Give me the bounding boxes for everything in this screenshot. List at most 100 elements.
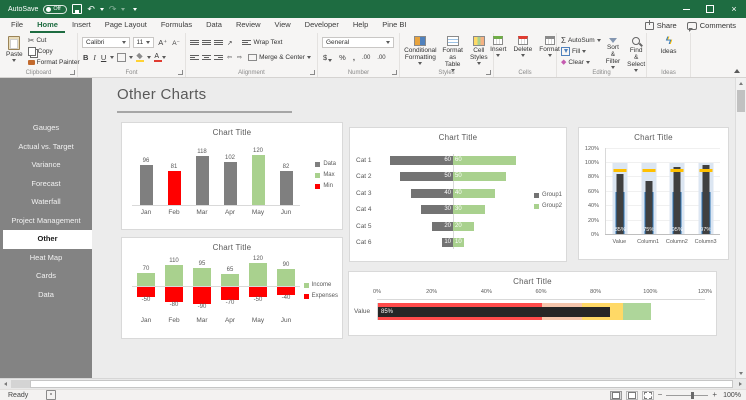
tab-developer[interactable]: Developer — [304, 20, 339, 29]
restore-button[interactable] — [698, 0, 722, 18]
tab-page-layout[interactable]: Page Layout — [104, 20, 147, 29]
save-icon[interactable] — [72, 4, 83, 14]
fill-color-icon[interactable] — [136, 54, 145, 62]
sidebar-item-forecast[interactable]: Forecast — [31, 178, 61, 188]
paste-dropdown-icon[interactable] — [12, 59, 17, 62]
clipboard-dialog-launcher[interactable] — [70, 70, 75, 75]
cell-styles-button[interactable]: Cell Styles — [468, 36, 490, 65]
find-select-button[interactable]: Find & Select — [625, 36, 647, 72]
chart-card-column-posneg[interactable]: Chart Title 70 110 95 65 120 90 -50 -80 -90 -70 -50… — [121, 237, 343, 339]
font-color-icon[interactable]: A — [154, 53, 162, 62]
fill-color-dropdown-icon[interactable] — [147, 56, 152, 59]
grow-font-button[interactable]: A⁺ — [158, 38, 168, 47]
horizontal-scroll-track[interactable] — [11, 380, 30, 388]
scroll-left-icon[interactable] — [0, 379, 11, 389]
format-painter-button[interactable]: Format Painter — [27, 58, 80, 67]
scroll-right-icon[interactable] — [735, 379, 746, 389]
italic-button[interactable]: I — [93, 53, 96, 62]
decrease-indent-icon[interactable]: ⇦ — [227, 55, 233, 61]
page-layout-view-button[interactable] — [625, 390, 638, 400]
sidebar-item-heat-map[interactable]: Heat Map — [29, 252, 63, 262]
comments-button[interactable]: Comments — [686, 21, 736, 32]
shrink-font-button[interactable]: A⁻ — [172, 39, 180, 47]
scroll-down-icon[interactable] — [736, 368, 746, 378]
format-cells-button[interactable]: Format — [537, 36, 562, 57]
vertical-scrollbar[interactable] — [735, 78, 746, 378]
scroll-up-icon[interactable] — [736, 78, 746, 88]
align-left-icon[interactable] — [190, 54, 199, 61]
number-format-combo[interactable]: General — [322, 37, 394, 48]
chart-card-bullet-row[interactable]: Chart Title 0% 20% 40% 60% 80% 100% 120% Value 85… — [348, 271, 717, 336]
font-color-dropdown-icon[interactable] — [162, 56, 167, 59]
vertical-scroll-thumb[interactable] — [737, 90, 745, 112]
conditional-formatting-button[interactable]: Conditional Formatting — [403, 36, 437, 65]
tab-help[interactable]: Help — [352, 20, 369, 29]
sidebar-item-waterfall[interactable]: Waterfall — [31, 197, 61, 206]
font-size-combo[interactable]: 11 — [132, 37, 155, 48]
tab-insert[interactable]: Insert — [71, 20, 91, 29]
horizontal-scroll-thumb[interactable] — [30, 380, 733, 388]
sidebar-item-data[interactable]: Data — [38, 289, 54, 299]
borders-dropdown-icon[interactable] — [129, 56, 134, 59]
font-name-combo[interactable]: Calibri — [82, 37, 130, 48]
insert-cells-button[interactable]: Insert — [488, 36, 508, 57]
tab-pine-bi[interactable]: Pine BI — [382, 20, 407, 29]
sidebar-item-variance[interactable]: Variance — [31, 160, 61, 169]
cut-button[interactable]: ✂ Cut — [27, 35, 47, 45]
clear-button[interactable]: ◆ Clear — [561, 58, 601, 67]
alignment-dialog-launcher[interactable] — [310, 70, 315, 75]
comma-format-button[interactable]: , — [352, 53, 355, 62]
chart-card-bullet-columns[interactable]: Chart Title 0% 20% 40% 60% 80% 100% 120% 85% 75% 9… — [578, 127, 729, 260]
paste-button[interactable]: Paste — [4, 36, 25, 62]
increase-indent-icon[interactable]: ⇨ — [237, 55, 243, 61]
redo-icon[interactable]: ↷ — [108, 3, 117, 14]
chart-card-column-minmax[interactable]: Chart Title 96 81 118 102 120 82 Jan Feb Mar Apr Ma… — [121, 122, 343, 230]
close-button[interactable]: × — [731, 4, 737, 14]
accessibility-icon[interactable] — [46, 390, 57, 400]
share-button[interactable]: Share — [644, 19, 677, 30]
copy-button[interactable]: Copy — [27, 47, 80, 56]
underline-button[interactable]: U — [100, 53, 107, 62]
underline-dropdown-icon[interactable] — [110, 56, 115, 59]
fill-button[interactable]: Fill — [561, 47, 601, 56]
tab-review[interactable]: Review — [235, 20, 261, 29]
autosave-toggle[interactable]: Off — [43, 4, 68, 14]
sidebar-item-cards[interactable]: Cards — [35, 271, 56, 280]
zoom-out-icon[interactable]: − — [657, 390, 663, 399]
chart-card-tornado[interactable]: Chart Title Cat 1 60 60 Cat 2 50 50 Cat 3 40 40 Ca… — [349, 127, 567, 262]
quick-access-more-icon[interactable] — [133, 7, 138, 11]
bold-button[interactable]: B — [83, 53, 89, 62]
ideas-button[interactable]: ϟ Ideas — [660, 35, 677, 56]
horizontal-scrollbar[interactable] — [0, 378, 746, 389]
align-center-icon[interactable] — [202, 54, 211, 61]
undo-icon[interactable]: ↶ — [87, 3, 95, 14]
wrap-text-button[interactable]: Wrap Text — [242, 38, 282, 47]
align-bottom-icon[interactable] — [214, 39, 223, 46]
merge-center-button[interactable]: Merge & Center — [248, 53, 311, 62]
number-dialog-launcher[interactable] — [392, 70, 397, 75]
sidebar-item-gauges[interactable]: Gauges — [32, 123, 60, 132]
redo-dropdown-icon[interactable] — [121, 7, 126, 11]
tab-data[interactable]: Data — [206, 20, 222, 29]
tab-home[interactable]: Home — [30, 18, 65, 33]
font-dialog-launcher[interactable] — [178, 70, 183, 75]
zoom-slider-thumb[interactable] — [690, 391, 694, 399]
undo-dropdown-icon[interactable] — [99, 7, 104, 11]
collapse-ribbon-icon[interactable] — [734, 69, 740, 73]
autosum-button[interactable]: Σ AutoSum — [561, 36, 601, 45]
zoom-slider[interactable] — [666, 391, 709, 399]
percent-format-button[interactable]: % — [339, 53, 346, 62]
styles-dialog-launcher[interactable] — [486, 70, 491, 75]
zoom-in-icon[interactable]: + — [712, 390, 717, 399]
tab-view[interactable]: View — [274, 20, 291, 29]
sidebar-item-project-management[interactable]: Project Management — [11, 215, 81, 225]
delete-cells-button[interactable]: Delete — [511, 36, 534, 57]
borders-icon[interactable] — [117, 53, 127, 62]
align-top-icon[interactable] — [190, 39, 199, 46]
minimize-button[interactable] — [674, 0, 698, 18]
page-break-view-button[interactable] — [641, 390, 654, 400]
align-right-icon[interactable] — [214, 54, 223, 61]
orientation-icon[interactable]: ↗ — [227, 39, 233, 47]
sidebar-item-other[interactable]: Other — [3, 230, 92, 249]
currency-format-button[interactable]: $ — [322, 53, 333, 62]
